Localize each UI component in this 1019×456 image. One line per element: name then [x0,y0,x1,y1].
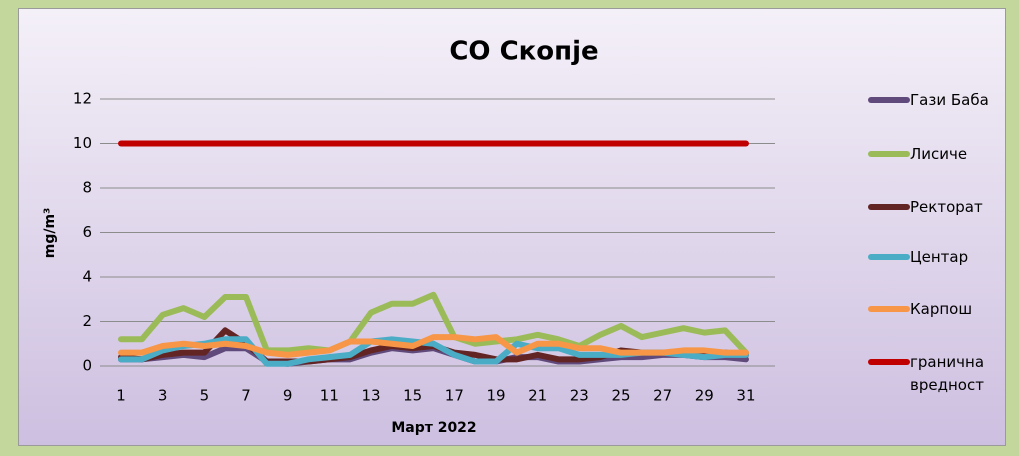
legend-swatch [868,359,910,365]
x-tick-label: 5 [200,387,210,405]
legend-label: Ректорат [910,198,983,216]
x-tick-label: 31 [736,387,755,405]
y-tick-label: 0 [82,357,92,375]
x-tick-label: 9 [283,387,293,405]
y-tick-label: 10 [73,134,92,152]
x-tick-label: 19 [486,387,505,405]
x-tick-label: 23 [570,387,589,405]
x-tick-label: 29 [695,387,714,405]
series-line [118,291,749,356]
x-tick-label: 1 [116,387,126,405]
y-tick-label: 12 [73,90,92,108]
chart-title: CO Скопје [449,37,598,67]
x-tick-label: 7 [241,387,251,405]
legend-label: Гази Баба [910,91,989,109]
legend-label: Карпош [910,300,973,318]
legend-swatch [868,97,910,103]
legend-label: гранична вредност [910,353,985,394]
x-tick-label: 25 [611,387,630,405]
y-axis-label: mg/m³ [42,208,58,258]
legend-label: Центар [910,248,969,266]
legend-swatch [868,306,910,312]
x-axis-label: Март 2022 [391,420,476,436]
x-tick-label: 15 [403,387,422,405]
legend-swatch [868,254,910,260]
legend-swatch [868,204,910,210]
y-tick-label: 6 [82,223,92,241]
x-tick-label: 17 [445,387,464,405]
legend-swatch [868,151,910,157]
y-tick-label: 8 [82,179,92,197]
y-tick-label: 2 [82,312,92,330]
x-tick-label: 27 [653,387,672,405]
y-tick-label: 4 [82,268,92,286]
legend-label: Лисиче [910,145,968,163]
chart-panel [18,8,1006,446]
series-line [118,334,749,358]
x-tick-label: 13 [361,387,380,405]
x-tick-label: 11 [320,387,339,405]
x-tick-label: 3 [158,387,168,405]
x-tick-label: 21 [528,387,547,405]
